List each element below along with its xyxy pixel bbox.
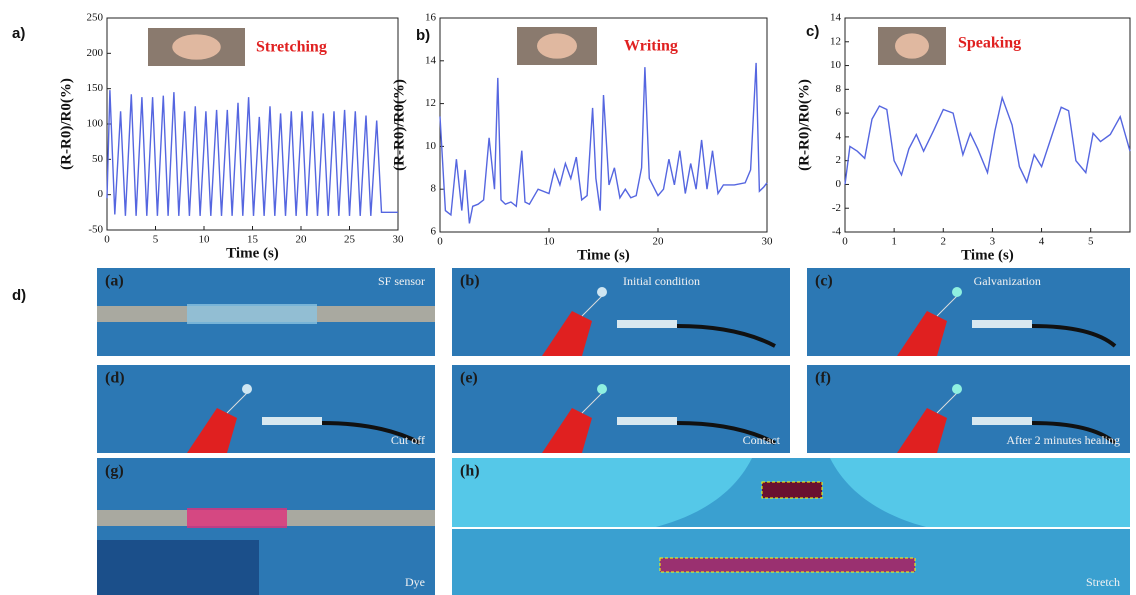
y-tick-label: -2 bbox=[832, 202, 841, 214]
x-tick-label: 10 bbox=[544, 236, 556, 248]
photo-letter: (b) bbox=[460, 273, 480, 290]
x-tick-label: 15 bbox=[247, 234, 259, 246]
led bbox=[952, 287, 962, 297]
y-tick-label: -4 bbox=[832, 226, 842, 238]
inset-photo-detail bbox=[172, 34, 221, 59]
photo-letter: (d) bbox=[105, 370, 125, 387]
photo-caption: Stretch bbox=[1086, 575, 1120, 589]
x-tick-label: 20 bbox=[653, 236, 665, 248]
x-tick-label: 0 bbox=[437, 236, 443, 248]
photo-caption: SF sensor bbox=[378, 274, 425, 288]
led bbox=[597, 287, 607, 297]
y-axis-label: (R-R0)/R0(%) bbox=[391, 79, 407, 171]
photo bbox=[97, 365, 435, 453]
photo-letter: (g) bbox=[105, 463, 124, 480]
x-tick-label: 1 bbox=[891, 236, 897, 248]
y-tick-label: 200 bbox=[87, 47, 104, 59]
film bbox=[617, 320, 677, 328]
data-line bbox=[845, 98, 1130, 185]
film bbox=[972, 320, 1032, 328]
inset-photo-detail bbox=[895, 33, 929, 58]
x-tick-label: 5 bbox=[1088, 236, 1094, 248]
photo bbox=[807, 268, 1130, 356]
photo-caption: Initial condition bbox=[623, 274, 700, 288]
y-tick-label: 100 bbox=[87, 118, 104, 130]
x-tick-label: 3 bbox=[990, 236, 996, 248]
film bbox=[262, 417, 322, 425]
plot-frame bbox=[440, 18, 767, 232]
x-tick-label: 0 bbox=[842, 236, 848, 248]
sample bbox=[660, 558, 915, 572]
y-tick-label: 12 bbox=[830, 35, 841, 47]
sensor-film bbox=[187, 508, 287, 528]
photo-letter: (h) bbox=[460, 463, 480, 480]
photo-caption: Dye bbox=[405, 575, 425, 589]
y-tick-label: 6 bbox=[836, 107, 842, 119]
inset-annotation: Speaking bbox=[958, 35, 1021, 52]
x-axis-label: Time (s) bbox=[226, 245, 279, 261]
y-tick-label: 14 bbox=[425, 54, 437, 66]
y-tick-label: 12 bbox=[425, 97, 436, 109]
x-tick-label: 25 bbox=[344, 234, 356, 246]
photo-caption: After 2 minutes healing bbox=[1006, 433, 1120, 447]
x-tick-label: 10 bbox=[199, 234, 211, 246]
x-tick-label: 30 bbox=[393, 234, 405, 246]
panel-label: a) bbox=[12, 25, 25, 42]
photo-caption: Galvanization bbox=[974, 274, 1041, 288]
panel-label: c) bbox=[806, 23, 819, 40]
y-tick-label: 6 bbox=[431, 226, 437, 238]
y-tick-label: 16 bbox=[425, 12, 437, 24]
inset-photo-detail bbox=[537, 33, 577, 58]
y-tick-label: 14 bbox=[830, 12, 842, 24]
x-tick-label: 20 bbox=[296, 234, 308, 246]
y-tick-label: -50 bbox=[88, 224, 103, 236]
led bbox=[597, 384, 607, 394]
figure: d) -50050100150200250051015202530Time (s… bbox=[0, 0, 1136, 595]
photo-letter: (a) bbox=[105, 273, 124, 290]
photo bbox=[452, 268, 790, 356]
y-tick-label: 150 bbox=[87, 82, 104, 94]
film bbox=[972, 417, 1032, 425]
led bbox=[242, 384, 252, 394]
x-tick-label: 0 bbox=[104, 234, 110, 246]
y-tick-label: 8 bbox=[431, 183, 437, 195]
sample bbox=[762, 482, 822, 498]
y-tick-label: 50 bbox=[92, 153, 104, 165]
y-tick-label: 0 bbox=[836, 178, 842, 190]
y-tick-label: 10 bbox=[830, 59, 842, 71]
panel-label: d) bbox=[12, 287, 26, 304]
y-tick-label: 4 bbox=[836, 130, 842, 142]
x-tick-label: 5 bbox=[153, 234, 159, 246]
photo-letter: (f) bbox=[815, 370, 831, 387]
y-tick-label: 8 bbox=[836, 83, 842, 95]
inset-annotation: Writing bbox=[624, 38, 678, 55]
x-tick-label: 4 bbox=[1039, 236, 1045, 248]
y-axis-label: (R-R0)/R0(%) bbox=[58, 78, 74, 170]
x-tick-label: 2 bbox=[941, 236, 947, 248]
data-line bbox=[107, 90, 398, 216]
photo-letter: (c) bbox=[815, 273, 833, 290]
photo-caption: Cut off bbox=[391, 433, 425, 447]
y-tick-label: 10 bbox=[425, 140, 437, 152]
photo-caption: Contact bbox=[743, 433, 781, 447]
inset-photo bbox=[97, 540, 259, 595]
sensor-film bbox=[187, 304, 317, 324]
film bbox=[617, 417, 677, 425]
inset-annotation: Stretching bbox=[256, 39, 327, 56]
panel-label: b) bbox=[416, 27, 430, 44]
y-axis-label: (R-R0)/R0(%) bbox=[796, 79, 812, 171]
y-tick-label: 2 bbox=[836, 154, 842, 166]
data-line bbox=[440, 63, 767, 224]
photo-letter: (e) bbox=[460, 370, 478, 387]
y-tick-label: 0 bbox=[98, 188, 104, 200]
x-axis-label: Time (s) bbox=[961, 247, 1014, 263]
led bbox=[952, 384, 962, 394]
x-axis-label: Time (s) bbox=[577, 247, 630, 263]
y-tick-label: 250 bbox=[87, 12, 104, 24]
x-tick-label: 30 bbox=[762, 236, 774, 248]
photo bbox=[452, 365, 790, 453]
